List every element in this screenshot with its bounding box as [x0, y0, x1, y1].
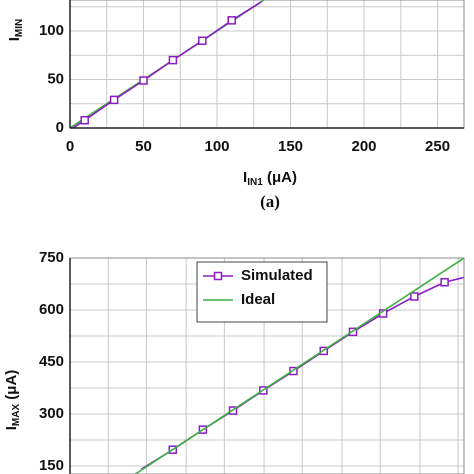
y-axis-label-main: I: [6, 37, 23, 41]
x-tick-label: 50: [135, 138, 152, 155]
x-tick-label: 150: [278, 138, 303, 155]
x-tick-label: 250: [425, 138, 450, 155]
marker: [80, 115, 89, 125]
series-group: [134, 258, 464, 474]
legend-label: Ideal: [241, 291, 275, 308]
y-axis-label-sub: MIN: [14, 19, 25, 37]
x-tick-label: 200: [352, 138, 377, 155]
legend-marker: [213, 271, 223, 281]
x-axis-label: IIN1 (μA): [243, 169, 297, 188]
y-tick-label: 450: [39, 353, 64, 370]
x-axis-label-main: I: [243, 169, 247, 186]
series-line: [71, 1, 262, 128]
y-axis-label-unit: (μA): [3, 370, 20, 404]
y-tick-label: 50: [47, 70, 64, 87]
marker: [139, 76, 148, 85]
y-tick-label: 0: [56, 119, 64, 136]
marker: [168, 55, 178, 65]
marker: [109, 95, 119, 105]
legend-label: Simulated: [241, 267, 313, 284]
y-tick-label: 600: [39, 301, 64, 318]
y-axis-label-main: I: [3, 426, 20, 430]
series-line: [134, 258, 464, 474]
x-axis-label-sub: IN1: [247, 177, 263, 188]
caption: (a): [260, 192, 280, 211]
x-tick-label: 0: [66, 138, 74, 155]
y-axis-label: IMAX (μA): [3, 370, 22, 431]
series-group: [70, 0, 265, 128]
x-tick-label: 100: [204, 138, 229, 155]
marker: [440, 278, 449, 287]
x-axis-label-unit: (μA): [263, 169, 297, 186]
y-tick-label: 100: [39, 22, 64, 39]
y-tick-label: 750: [39, 249, 64, 266]
y-axis-label-sub: MAX: [11, 404, 22, 427]
plot-area: [70, 0, 464, 128]
y-tick-label: 300: [39, 405, 64, 422]
marker: [198, 36, 207, 45]
marker: [410, 292, 419, 301]
marker: [227, 16, 236, 25]
y-axis-label: IMIN: [6, 19, 25, 42]
y-tick-label: 150: [39, 457, 64, 474]
